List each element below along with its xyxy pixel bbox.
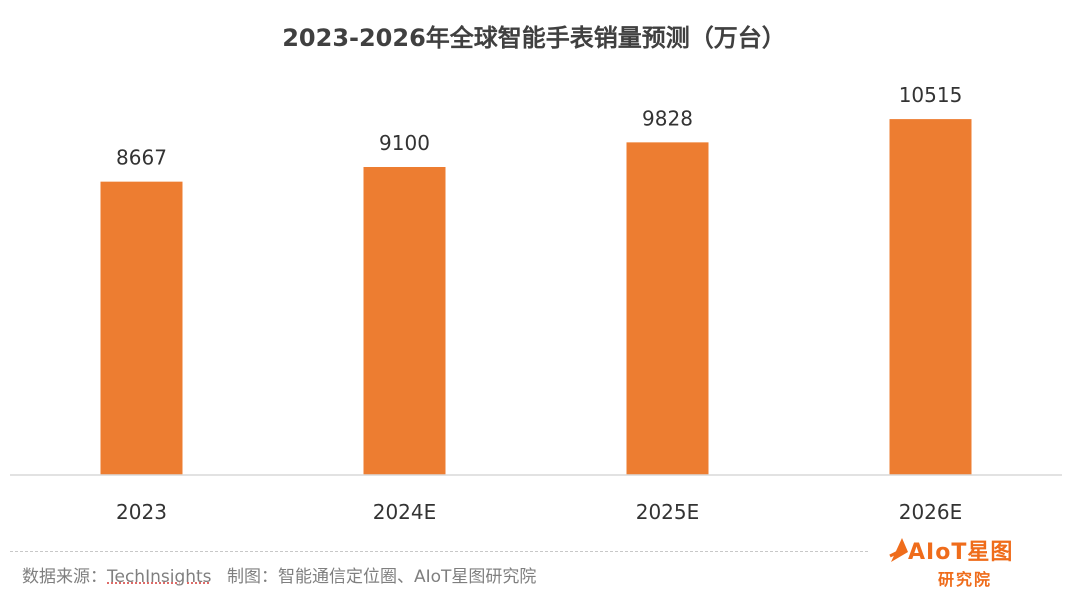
source-label: 数据来源： [22, 567, 107, 587]
footer-divider [10, 551, 868, 552]
logo-main-text: AIoT星图 [908, 540, 1014, 565]
data-label-2024E: 9100 [379, 131, 430, 155]
source-name: TechInsights [107, 567, 212, 587]
tick-label-2023: 2023 [116, 500, 167, 524]
tick-label-2026E: 2026E [899, 500, 963, 524]
data-label-2023: 8667 [116, 146, 167, 170]
brand-logo: AIoT星图 研究院 [888, 532, 1038, 592]
chart-title: 2023-2026年全球智能手表销量预测（万台） [282, 24, 786, 52]
data-label-2025E: 9828 [642, 106, 693, 130]
bar-2023 [100, 181, 183, 475]
bar-chart: 2023-2026年全球智能手表销量预测（万台） 8667 2023 9100 202… [10, 24, 1062, 524]
data-label-2026E: 10515 [899, 83, 963, 107]
bar-2024E [363, 167, 446, 475]
bar-2025E [626, 142, 709, 476]
tick-label-2024E: 2024E [373, 500, 437, 524]
logo-sub-text: 研究院 [938, 570, 993, 589]
rocket-icon [889, 538, 908, 562]
maker-credit: 制图：智能通信定位圈、AIoT星图研究院 [226, 567, 537, 587]
footer-source: 数据来源：TechInsights 制图：智能通信定位圈、AIoT星图研究院 [22, 562, 536, 587]
tick-label-2025E: 2025E [636, 500, 700, 524]
bar-2026E [889, 119, 972, 475]
